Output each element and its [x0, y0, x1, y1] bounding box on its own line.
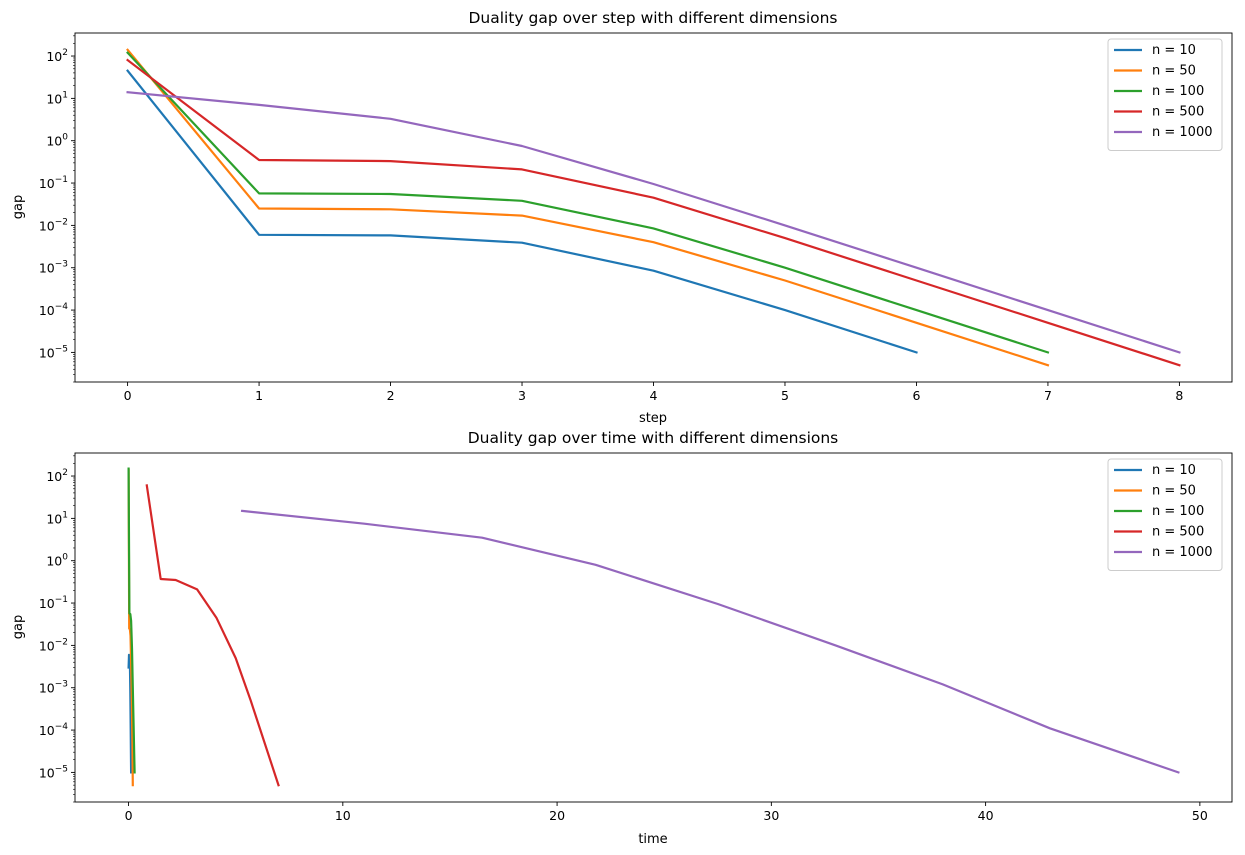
step-chart-y-tick-label: 10−4	[39, 302, 68, 318]
step-chart-legend-label: n = 1000	[1152, 125, 1212, 140]
step-chart-x-tick-label: 5	[781, 388, 789, 403]
step-chart-series-line	[126, 58, 1181, 367]
step-chart-legend-label: n = 500	[1152, 105, 1204, 120]
time-chart-y-tick-label: 10−2	[39, 637, 68, 653]
time-chart-legend-label: n = 10	[1152, 463, 1196, 478]
time-chart-series-line	[145, 484, 280, 787]
step-chart-x-label: step	[639, 411, 667, 426]
step-chart-legend-label: n = 50	[1152, 64, 1196, 79]
time-chart-y-tick-label: 10−3	[39, 680, 68, 696]
time-chart-y-tick-label: 101	[46, 510, 68, 526]
step-chart-legend-box	[1107, 38, 1223, 151]
time-chart-y-tick-label: 100	[46, 553, 68, 569]
step-chart-series-line	[126, 51, 1050, 354]
step-chart-x-tick-label: 4	[650, 388, 658, 403]
time-chart-x-tick-label: 50	[1192, 808, 1208, 823]
time-chart-x-tick-label: 20	[549, 808, 565, 823]
step-chart-x-tick-label: 0	[124, 388, 132, 403]
step-chart-x-tick-label: 2	[387, 388, 395, 403]
step-chart-axes: 0 1 2 3 4 5 6 7 8 10−5 10−4 10−3 10−2 10−1 100 101 102	[39, 32, 1233, 403]
time-chart-legend-box	[1107, 458, 1223, 571]
step-chart-y-tick-label: 102	[46, 48, 68, 64]
time-chart-frame	[74, 452, 1233, 803]
step-chart-plot-area	[126, 48, 1181, 367]
time-chart-x-tick-label: 40	[978, 808, 994, 823]
time-chart-axes: 0 10 20 30 40 50 10−5 10−4 10−3 10−2 10−1 100 101 102	[39, 452, 1233, 823]
time-chart-x-label: time	[638, 832, 667, 847]
time-chart-title: Duality gap over time with different dim…	[468, 429, 839, 447]
time-chart-y-tick-label: 10−1	[39, 595, 68, 611]
step-chart-y-tick-label: 10−1	[39, 175, 68, 191]
step-chart-y-tick-label: 100	[46, 133, 68, 149]
step-chart-y-tick-label: 10−3	[39, 260, 68, 276]
time-chart-legend: n = 10 n = 50 n = 100 n = 500 n = 1000	[1107, 458, 1223, 571]
time-chart-legend-label: n = 50	[1152, 484, 1196, 499]
time-chart-legend-label: n = 1000	[1152, 545, 1212, 560]
time-chart-x-tick-label: 10	[335, 808, 351, 823]
time-chart-x-tick-label: 0	[125, 808, 133, 823]
time-chart-legend-label: n = 500	[1152, 525, 1204, 540]
time-chart-series-line	[240, 509, 1180, 774]
time-chart-legend-label: n = 100	[1152, 504, 1204, 519]
step-chart-x-tick-label: 6	[912, 388, 920, 403]
time-chart-plot-area	[127, 467, 1180, 787]
time-chart-x-tick-label: 30	[763, 808, 779, 823]
step-chart-title: Duality gap over step with different dim…	[468, 9, 837, 27]
step-chart-x-tick-label: 3	[518, 388, 526, 403]
time-chart-series-line	[127, 653, 133, 774]
step-chart-legend-label: n = 100	[1152, 84, 1204, 99]
step-chart-legend: n = 10 n = 50 n = 100 n = 500 n = 1000	[1107, 38, 1223, 151]
time-chart: Duality gap over time with different dim…	[11, 429, 1233, 847]
step-chart-y-tick-label: 101	[46, 90, 68, 106]
step-chart-y-tick-label: 10−5	[39, 344, 68, 360]
step-chart-series-line	[126, 48, 1050, 367]
step-chart-series-line	[126, 90, 1181, 354]
time-chart-series-line	[127, 467, 136, 774]
step-chart-x-tick-label: 8	[1175, 388, 1183, 403]
step-chart-y-tick-label: 10−2	[39, 217, 68, 233]
time-chart-y-tick-label: 10−5	[39, 764, 68, 780]
step-chart: Duality gap over step with different dim…	[11, 9, 1233, 426]
time-chart-series-line	[127, 468, 134, 787]
time-chart-y-label: gap	[11, 615, 26, 639]
time-chart-y-tick-label: 102	[46, 468, 68, 484]
step-chart-series-line	[126, 69, 918, 354]
step-chart-x-tick-label: 1	[255, 388, 263, 403]
time-chart-y-tick-label: 10−4	[39, 722, 68, 738]
step-chart-y-label: gap	[11, 195, 26, 219]
step-chart-legend-label: n = 10	[1152, 43, 1196, 58]
step-chart-x-tick-label: 7	[1044, 388, 1052, 403]
